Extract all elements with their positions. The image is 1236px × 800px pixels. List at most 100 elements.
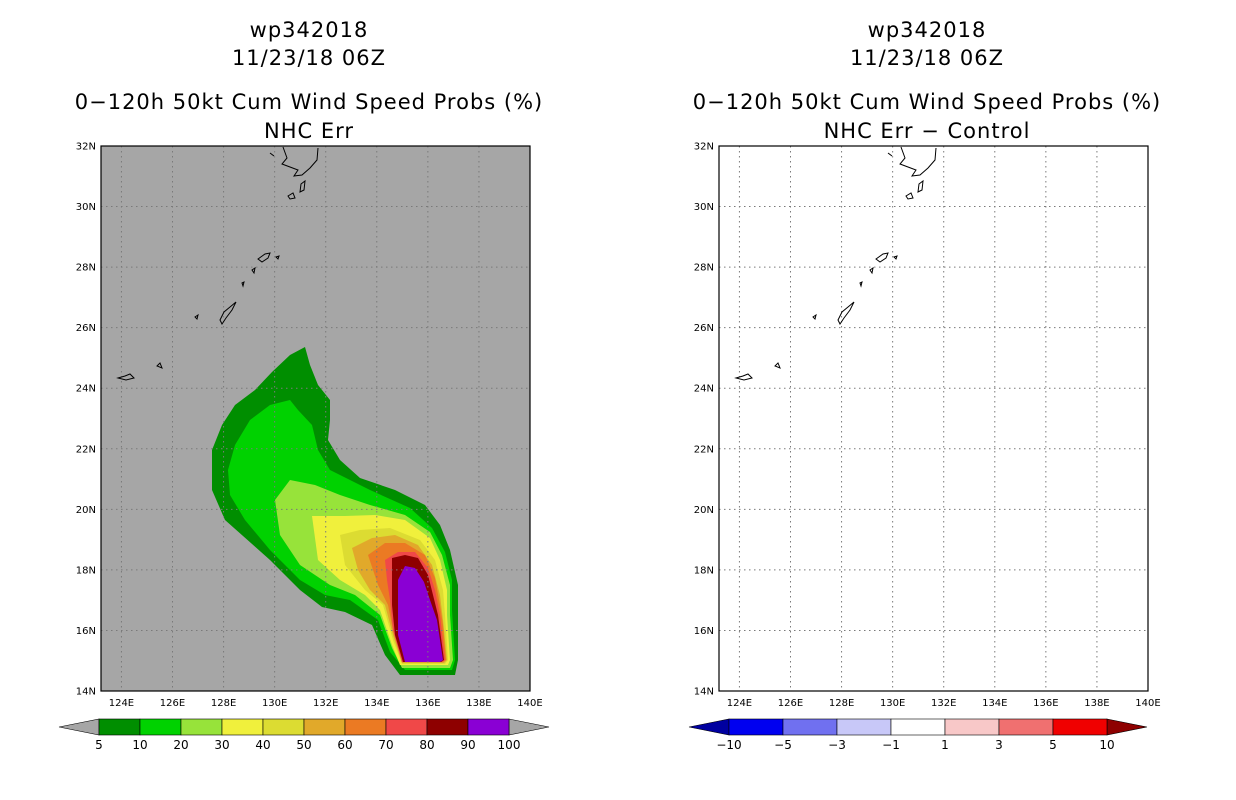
coastline-island: [917, 179, 924, 193]
colorbar-label: −3: [828, 738, 846, 752]
coastline-island: [275, 255, 280, 260]
map-background: [719, 146, 1148, 691]
coastline-island: [269, 152, 275, 157]
lat-tick-label: 24N: [694, 384, 714, 395]
coastlines: [734, 146, 937, 381]
plot-subtitle: NHC Err: [263, 119, 354, 143]
colorbar-label: 10: [132, 738, 147, 752]
lon-tick-label: 134E: [982, 698, 1007, 709]
coastlines: [116, 146, 319, 381]
lon-tick-label: 130E: [262, 698, 287, 709]
colorbar-label: 10: [1099, 738, 1114, 752]
coastline-okinawa: [837, 301, 855, 325]
colorbar-swatch: [728, 718, 784, 736]
colorbar-swatch: [944, 718, 1000, 736]
lat-tick-label: 32N: [76, 142, 96, 153]
longitude-labels: 124E 126E 128E 130E 132E 134E 136E 138E 140E: [109, 698, 543, 709]
datetime: 11/23/18 06Z: [849, 46, 1005, 70]
coastline-island: [156, 362, 163, 369]
coastline-kyushu: [281, 146, 319, 177]
coastline-ishigaki: [734, 373, 753, 381]
lat-tick-label: 28N: [76, 263, 96, 274]
colorbar-left-arrow: [688, 718, 730, 736]
lon-tick-label: 140E: [517, 698, 542, 709]
lat-tick-label: 28N: [694, 263, 714, 274]
colorbar-label: −1: [882, 738, 900, 752]
coastline-island: [774, 362, 781, 369]
colorbar-swatch: [467, 718, 510, 736]
coastline-island: [251, 266, 256, 275]
lat-tick-label: 20N: [694, 505, 714, 516]
colorbar-label: 50: [296, 738, 311, 752]
colorbar-label: 3: [995, 738, 1003, 752]
lat-tick-label: 22N: [694, 444, 714, 455]
coastline-island: [905, 192, 914, 200]
colorbar-swatch: [836, 718, 892, 736]
coastline-okinawa: [219, 301, 237, 325]
colorbar-swatch: [262, 718, 305, 736]
colorbar-swatch: [303, 718, 346, 736]
colorbar-label: −10: [716, 738, 741, 752]
lon-tick-label: 128E: [829, 698, 854, 709]
colorbar: 5 10 20 30 40 50 60 70 80 90 100: [58, 718, 550, 752]
plot-title: 0−120h 50kt Cum Wind Speed Probs (%): [692, 90, 1162, 114]
lat-tick-label: 32N: [694, 142, 714, 153]
grid-lines: [101, 146, 530, 691]
coastline-island: [875, 252, 889, 263]
lon-tick-label: 124E: [727, 698, 752, 709]
storm-id: wp342018: [867, 18, 987, 42]
lat-tick-label: 20N: [76, 505, 96, 516]
storm-id: wp342018: [249, 18, 369, 42]
colorbar-swatch: [139, 718, 182, 736]
colorbar-label: 1: [941, 738, 949, 752]
lat-tick-label: 14N: [76, 687, 96, 698]
left-panel: wp342018 11/23/18 06Z 0−120h 50kt Cum Wi…: [58, 18, 550, 752]
coastline-island: [194, 313, 199, 320]
plot-subtitle: NHC Err − Control: [823, 119, 1031, 143]
lon-tick-label: 128E: [211, 698, 236, 709]
lon-tick-label: 132E: [931, 698, 956, 709]
colorbar-label: 100: [498, 738, 521, 752]
coastline-kyushu: [899, 146, 937, 177]
coastline-island: [812, 313, 817, 320]
lon-tick-label: 132E: [313, 698, 338, 709]
lon-tick-label: 138E: [466, 698, 491, 709]
lon-tick-label: 138E: [1084, 698, 1109, 709]
latitude-labels: 14N 16N 18N 20N 22N 24N 26N 28N 30N 32N: [694, 142, 714, 698]
coastline-island: [241, 281, 245, 288]
map-frame: [718, 145, 1149, 692]
lat-tick-label: 18N: [76, 565, 96, 576]
coastline-island: [869, 266, 874, 275]
colorbar-label: 30: [214, 738, 229, 752]
lat-tick-label: 16N: [694, 626, 714, 637]
lon-tick-label: 136E: [415, 698, 440, 709]
coastline-island: [887, 152, 893, 157]
colorbar-left-arrow: [58, 718, 100, 736]
coastline-island: [299, 179, 306, 193]
probability-map: 124E 126E 128E 130E 132E 134E 136E 138E 140E 14N…: [58, 142, 550, 752]
coastline-island: [257, 252, 271, 263]
colorbar-label: 70: [378, 738, 393, 752]
colorbar-swatch: [98, 718, 141, 736]
colorbar-swatch: [426, 718, 469, 736]
colorbar: −10 −5 −3 −1 1 3 5 10: [688, 718, 1148, 752]
plot-title: 0−120h 50kt Cum Wind Speed Probs (%): [74, 90, 544, 114]
coastline-island: [287, 192, 296, 200]
datetime: 11/23/18 06Z: [231, 46, 387, 70]
coastline-island: [893, 255, 898, 260]
colorbar-label: 60: [337, 738, 352, 752]
lon-tick-label: 124E: [109, 698, 134, 709]
colorbar-swatch: [1052, 718, 1108, 736]
contour-100: [402, 585, 440, 660]
colorbar-label: 80: [419, 738, 434, 752]
colorbar-label: 5: [95, 738, 103, 752]
colorbar-right-arrow: [1106, 718, 1148, 736]
difference-map: 124E 126E 128E 130E 132E 134E 136E 138E 140E 14N…: [688, 142, 1161, 752]
lat-tick-label: 22N: [76, 444, 96, 455]
colorbar-swatch: [180, 718, 223, 736]
lat-tick-label: 24N: [76, 384, 96, 395]
latitude-labels: 14N 16N 18N 20N 22N 24N 26N 28N 30N 32N: [76, 142, 96, 698]
colorbar-label: −5: [774, 738, 792, 752]
lat-tick-label: 18N: [694, 565, 714, 576]
lon-tick-label: 136E: [1033, 698, 1058, 709]
